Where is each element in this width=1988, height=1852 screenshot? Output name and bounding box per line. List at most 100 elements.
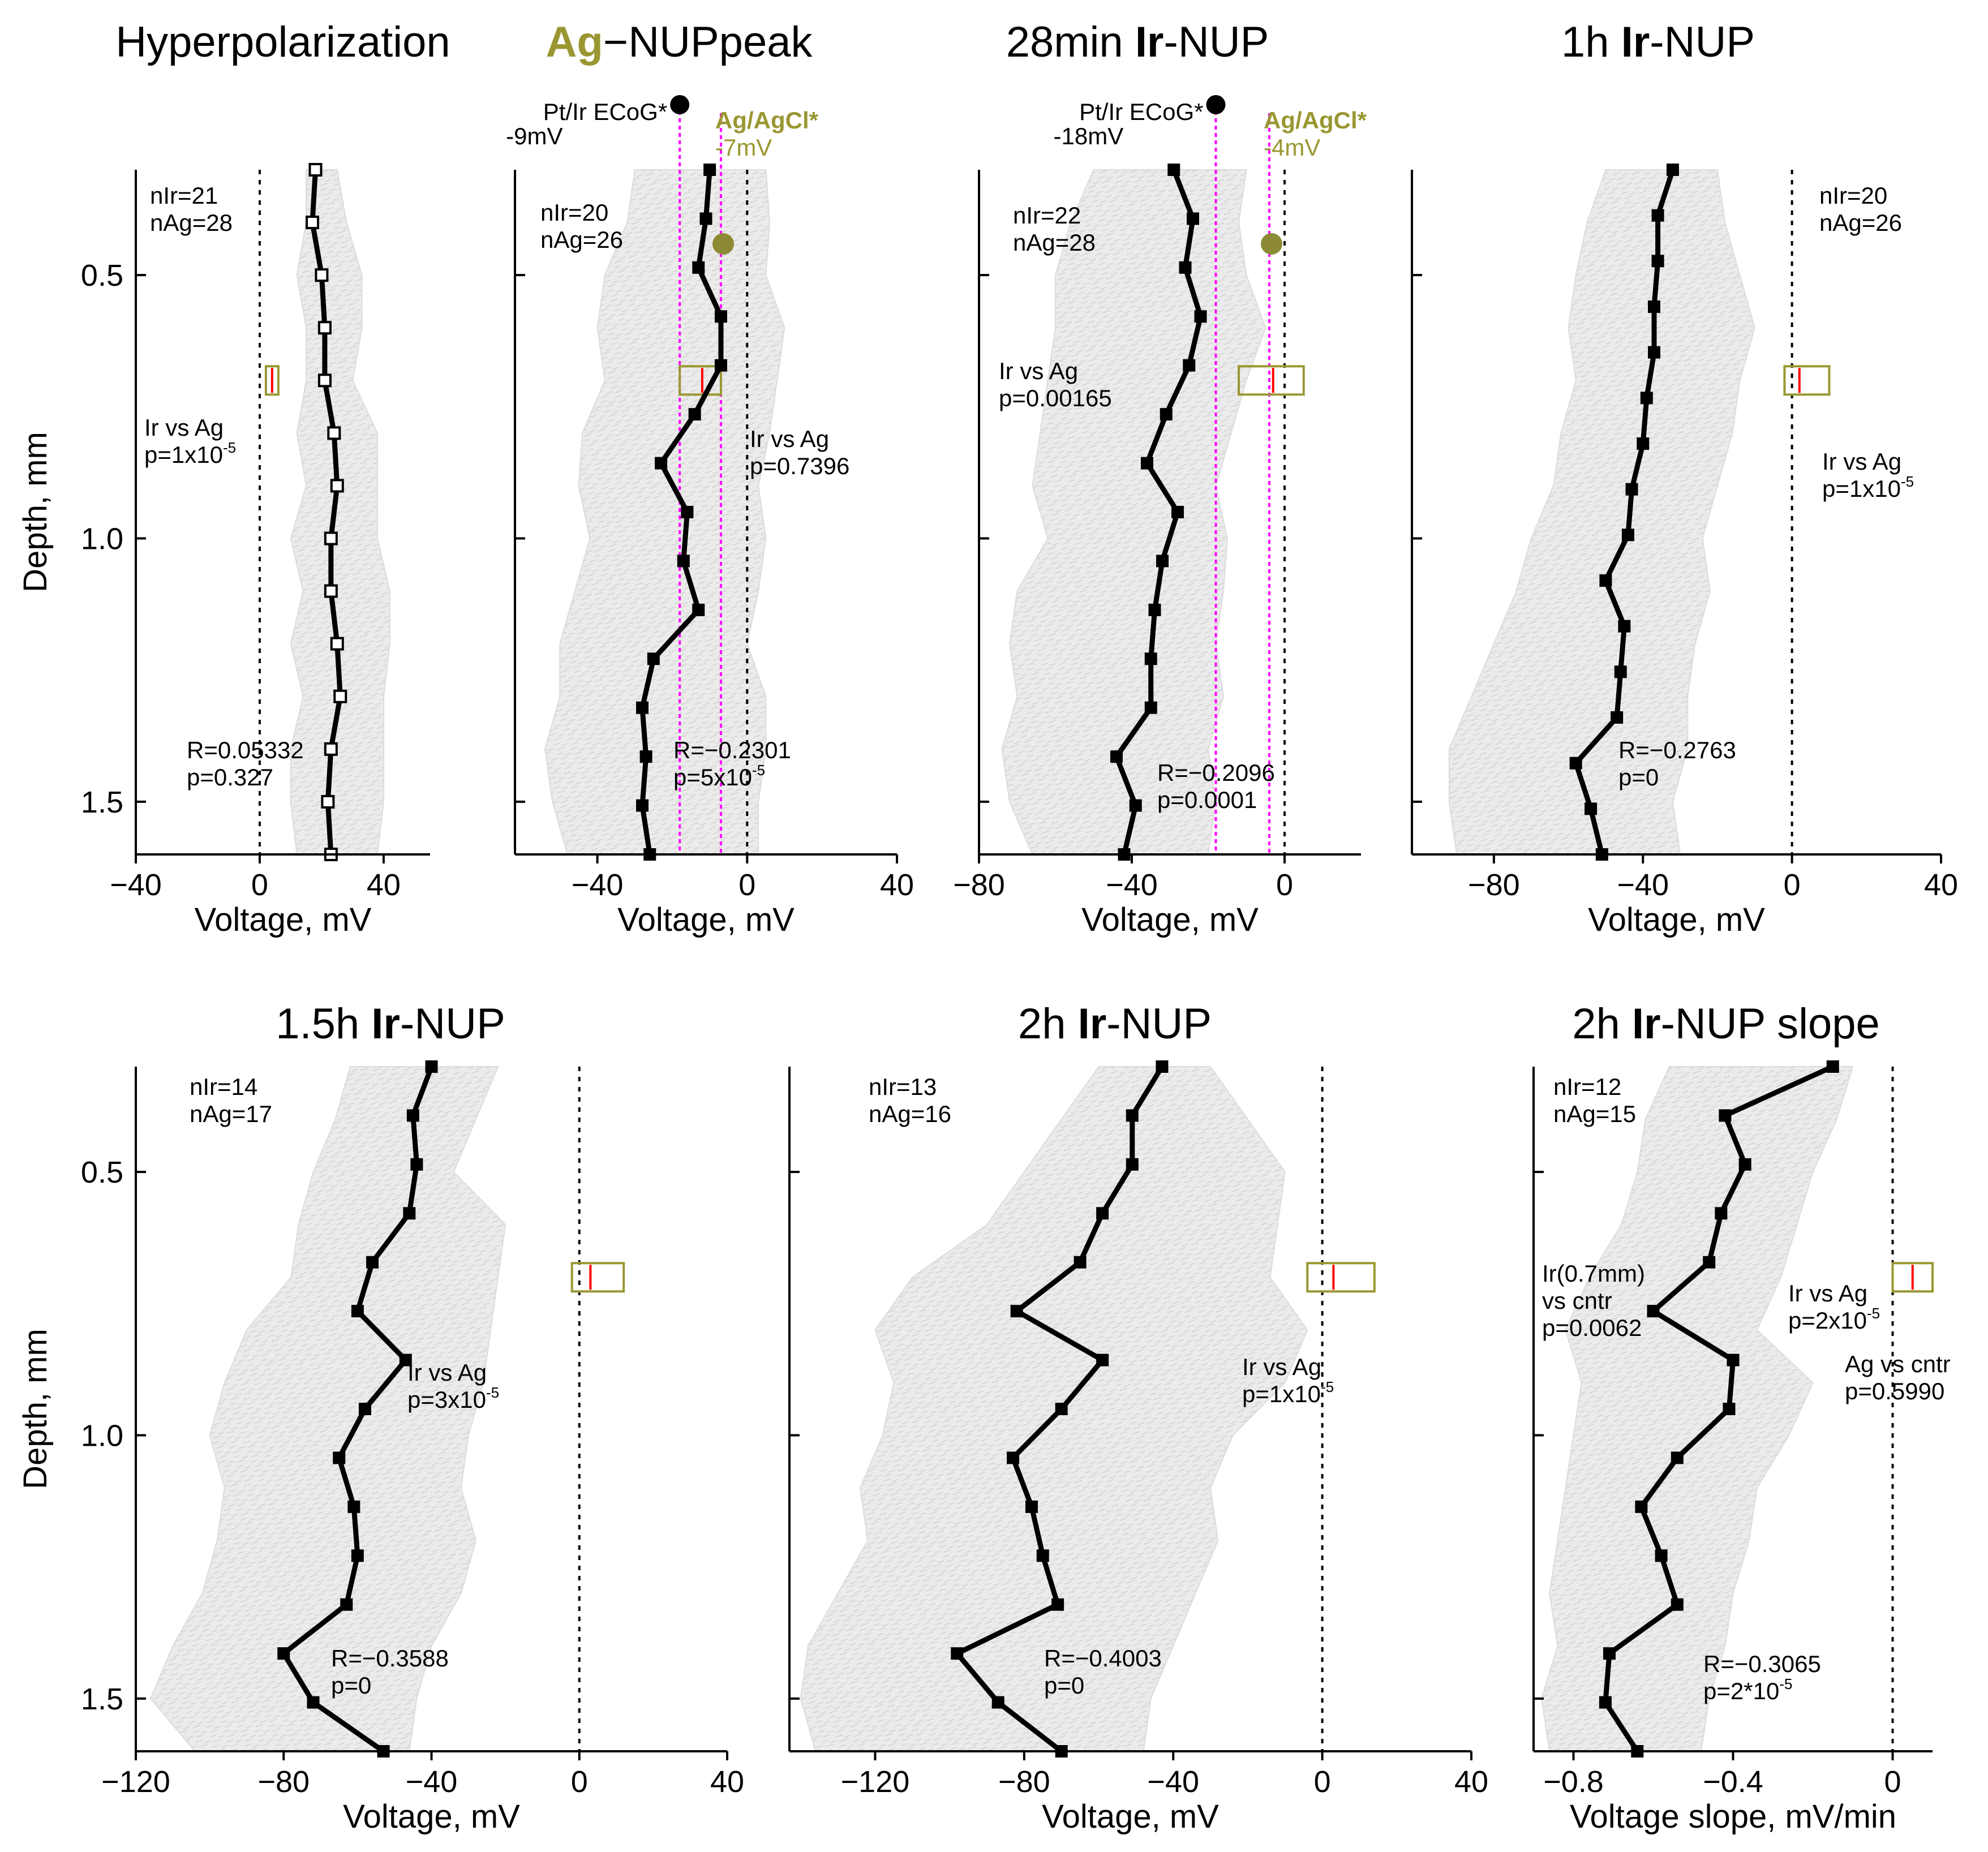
panel-title: 1.5h Ir-NUP bbox=[276, 1000, 505, 1048]
data-point bbox=[403, 1207, 416, 1220]
ir-vs-ag-p: p=1x10-5 bbox=[1822, 473, 1914, 502]
data-point bbox=[1179, 261, 1192, 274]
n-ag-label: nAg=15 bbox=[1553, 1101, 1636, 1127]
ecog-marker bbox=[1206, 95, 1226, 114]
data-point bbox=[1635, 1500, 1648, 1513]
ir-vs-ag-box bbox=[1783, 365, 1831, 396]
ir-vs-ag-p: p=1x10-5 bbox=[144, 439, 236, 468]
data-point bbox=[1171, 506, 1184, 518]
n-ir-label: nIr=21 bbox=[150, 182, 218, 209]
n-ag-label: nAg=28 bbox=[1013, 229, 1096, 256]
agcl-marker bbox=[1261, 233, 1282, 255]
panel-title: 1h Ir-NUP bbox=[1561, 18, 1755, 66]
data-point bbox=[677, 555, 690, 568]
data-point bbox=[1126, 1109, 1139, 1122]
x-tick-label: 0 bbox=[1314, 1765, 1331, 1799]
data-point bbox=[1144, 701, 1157, 714]
x-tick-label: 0 bbox=[251, 868, 268, 902]
y-axis-label: Depth, mm bbox=[17, 432, 54, 592]
ir-vs-ag-p: p=1x10-5 bbox=[1242, 1378, 1334, 1407]
confidence-band bbox=[290, 169, 390, 855]
series-line bbox=[1573, 169, 1676, 856]
data-point bbox=[1036, 1549, 1049, 1562]
data-point bbox=[681, 506, 694, 518]
ir-vs-cntr-label: Ir(0.7mm) bbox=[1542, 1260, 1645, 1287]
data-point bbox=[333, 1451, 346, 1464]
x-axis-label: Voltage slope, mV/min bbox=[1570, 1798, 1896, 1835]
data-point bbox=[351, 1305, 364, 1318]
r-value: R=0.05332 bbox=[187, 737, 304, 763]
data-point bbox=[1621, 528, 1634, 542]
ir-vs-ag-box bbox=[1238, 365, 1305, 396]
panel-h15: 1.5h Ir-NUP 0.5 1.0 1.5 −120 −80 −40 0 40 Voltage… bbox=[17, 1000, 744, 1835]
data-point bbox=[1625, 483, 1638, 496]
data-point bbox=[1666, 164, 1679, 176]
ir-vs-cntr-label: p=0.0062 bbox=[1542, 1314, 1642, 1341]
data-point bbox=[277, 1647, 290, 1660]
data-point bbox=[688, 408, 701, 421]
data-point bbox=[1826, 1060, 1839, 1073]
data-point bbox=[655, 457, 668, 470]
data-point bbox=[1647, 346, 1660, 359]
r-p-value: p=0 bbox=[331, 1672, 371, 1699]
x-tick-label: −40 bbox=[1147, 1765, 1199, 1799]
data-point bbox=[1096, 1353, 1109, 1367]
x-tick-label: 40 bbox=[1924, 868, 1958, 902]
data-point bbox=[692, 261, 705, 274]
panel-h2: 2h Ir-NUP −120 −80 −40 0 40 Voltage, mV nIr=13n… bbox=[788, 1000, 1488, 1835]
ir-vs-ag-label: Ir vs Ag bbox=[1788, 1280, 1867, 1307]
data-point bbox=[1671, 1598, 1684, 1611]
data-point bbox=[692, 603, 705, 616]
r-value: R=−0.3588 bbox=[331, 1645, 449, 1671]
data-point bbox=[1569, 757, 1582, 770]
y-tick-label: 0.5 bbox=[81, 1155, 123, 1189]
ir-vs-ag-label: Ir vs Ag bbox=[1822, 448, 1901, 475]
ag-vs-cntr-label: p=0.5990 bbox=[1845, 1378, 1944, 1404]
agcl-value: -4mV bbox=[1264, 134, 1320, 161]
r-p-value: p=2*10-5 bbox=[1703, 1675, 1792, 1704]
confidence-band bbox=[1001, 169, 1266, 855]
data-point bbox=[1187, 212, 1199, 225]
ir-vs-ag-label: Ir vs Ag bbox=[999, 358, 1078, 384]
x-tick-label: −40 bbox=[406, 1765, 458, 1799]
x-tick-label: −40 bbox=[1106, 868, 1158, 902]
r-value: R=−0.4003 bbox=[1044, 1645, 1162, 1671]
data-point bbox=[1599, 1696, 1612, 1709]
data-point bbox=[324, 742, 338, 756]
data-point bbox=[1651, 209, 1664, 222]
ir-vs-ag-box bbox=[679, 365, 722, 396]
x-tick-label: 0 bbox=[1884, 1765, 1901, 1799]
y-tick-label: 1.0 bbox=[81, 1419, 123, 1453]
ecog-value: -18mV bbox=[1054, 123, 1124, 149]
data-point bbox=[951, 1647, 964, 1660]
r-p-value: p=0.327 bbox=[187, 764, 273, 790]
r-p-value: p=0 bbox=[1618, 764, 1659, 790]
x-tick-label: 40 bbox=[880, 868, 914, 902]
ir-vs-ag-box bbox=[1891, 1262, 1934, 1293]
data-point bbox=[1715, 1207, 1728, 1220]
data-point bbox=[1655, 1549, 1668, 1562]
data-point bbox=[317, 373, 332, 388]
data-point bbox=[1738, 1158, 1751, 1171]
data-point bbox=[306, 216, 319, 230]
x-tick-label: −120 bbox=[101, 1765, 170, 1799]
x-tick-label: −80 bbox=[953, 868, 1005, 902]
x-axis-label: Voltage, mV bbox=[1042, 1798, 1219, 1835]
data-point bbox=[1126, 1158, 1139, 1171]
n-ir-label: nIr=14 bbox=[190, 1073, 257, 1100]
agcl-marker bbox=[712, 233, 734, 255]
data-point bbox=[1141, 457, 1153, 470]
data-point bbox=[991, 1696, 1004, 1709]
r-p-value: p=5x10-5 bbox=[673, 762, 765, 790]
ir-vs-cntr-label: vs cntr bbox=[1542, 1287, 1612, 1314]
data-point bbox=[351, 1549, 364, 1562]
data-point bbox=[1096, 1207, 1109, 1220]
n-ag-label: nAg=28 bbox=[150, 209, 233, 236]
data-point bbox=[714, 359, 727, 372]
data-point bbox=[1647, 300, 1660, 313]
data-point bbox=[347, 1500, 360, 1513]
data-point bbox=[410, 1158, 423, 1171]
data-point bbox=[406, 1109, 419, 1122]
n-ag-label: nAg=17 bbox=[190, 1101, 272, 1127]
